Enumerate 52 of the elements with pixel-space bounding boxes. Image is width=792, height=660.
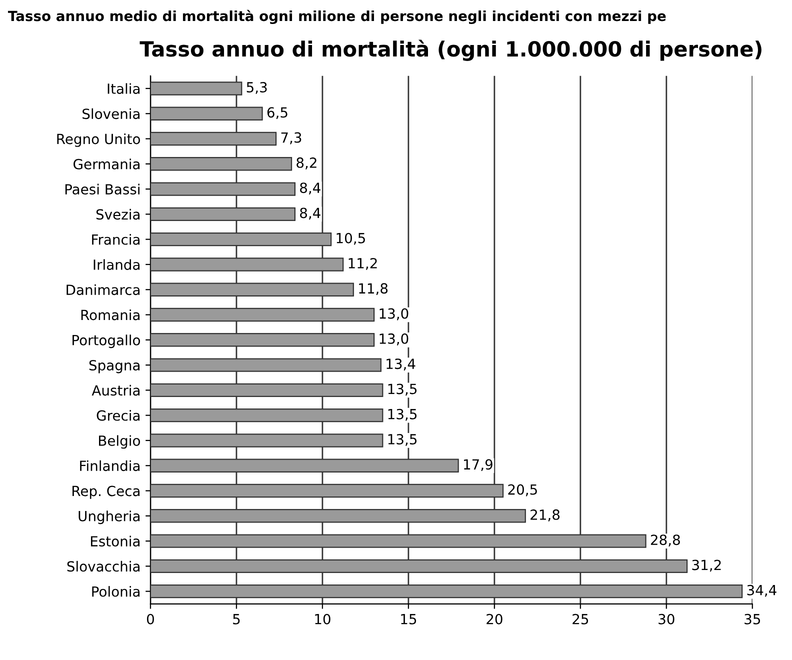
- data-label: 31,2: [692, 560, 721, 572]
- data-label: 34,4: [747, 584, 776, 597]
- data-label: 8,4: [300, 182, 320, 194]
- y-tick-label: Slovacchia: [67, 560, 140, 572]
- data-label: 13,5: [388, 434, 417, 446]
- data-label: 5,3: [246, 82, 267, 94]
- y-tick-label: Polonia: [92, 586, 140, 597]
- x-tick-label: 30: [658, 614, 674, 624]
- data-label: 11,8: [359, 283, 388, 296]
- y-tick-label: Austria: [92, 384, 140, 396]
- y-tick-label: Paesi Bassi: [65, 184, 140, 195]
- data-label: 8,4: [300, 208, 320, 220]
- data-label: 20,5: [508, 484, 537, 496]
- y-tick-label: Belgio: [99, 435, 140, 449]
- data-label: 10,5: [336, 232, 365, 245]
- data-label: 13,5: [388, 384, 417, 396]
- y-tick-label: Grecia: [96, 410, 140, 421]
- data-label: 13,5: [388, 408, 417, 421]
- y-tick-label: Regno Unito: [57, 133, 140, 147]
- data-label: 8,2: [296, 157, 316, 170]
- x-tick-label: 20: [486, 614, 502, 624]
- y-tick-label: Italia: [108, 83, 140, 94]
- x-tick-label: 15: [401, 614, 416, 624]
- y-tick-label: Romania: [81, 309, 140, 320]
- data-label: 11,2: [348, 258, 377, 270]
- data-label: 7,3: [281, 132, 302, 144]
- y-tick-label: Portogallo: [72, 334, 140, 348]
- y-tick-label: Germania: [74, 158, 140, 170]
- text: Tasso annuo medio di mortalità ogni milione di persone negli incidenti con mezzi pe: [8, 10, 666, 24]
- data-label: 17,9: [464, 459, 492, 472]
- y-tick-label: Estonia: [90, 536, 140, 547]
- y-tick-label: Spagna: [89, 360, 140, 374]
- data-label: 28,8: [650, 534, 680, 546]
- data-label: 6,5: [267, 107, 288, 120]
- x-tick-label: 10: [315, 614, 330, 624]
- y-tick-label: Ungheria: [78, 510, 140, 524]
- data-label: 13,0: [380, 333, 408, 346]
- data-label: 13,4: [386, 358, 416, 370]
- y-tick-label: Svezia: [96, 208, 140, 220]
- x-tick-label: 25: [572, 614, 588, 624]
- x-tick-label: 5: [233, 614, 240, 624]
- data-label: 13,0: [380, 308, 408, 320]
- data-label: 21,8: [530, 509, 560, 522]
- y-tick-label: Slovenia: [82, 108, 140, 120]
- y-tick-label: Francia: [92, 234, 140, 245]
- y-tick-label: Irlanda: [94, 259, 140, 270]
- x-tick-label: 35: [744, 614, 760, 624]
- y-tick-label: Rep. Ceca: [72, 486, 140, 499]
- y-tick-label: Finlandia: [80, 460, 140, 472]
- y-tick-label: Danimarca: [66, 284, 140, 296]
- chart-title: Tasso annuo di mortalità (ogni 1.000.000 di persone): [140, 40, 762, 61]
- x-tick-label: 0: [146, 614, 154, 624]
